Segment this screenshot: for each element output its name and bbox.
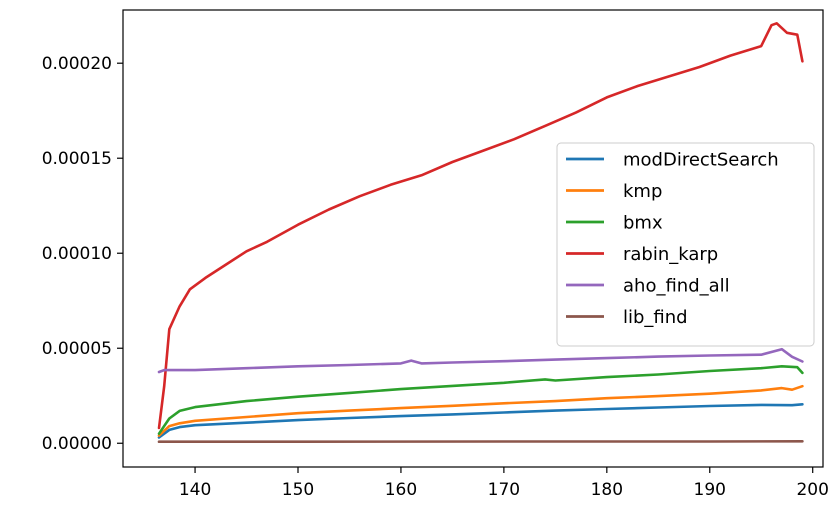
x-axis: 140 150 160 170 180 190 200: [179, 467, 829, 500]
series-line-aho-find-all: [157, 347, 804, 374]
legend-box: [556, 142, 815, 347]
legend-label-bmx: bmx: [623, 213, 663, 234]
y-tick-label: 0.00020: [42, 54, 112, 74]
legend-label-lib-find: lib_find: [623, 307, 688, 328]
series-line-moddirectsearch: [157, 403, 804, 439]
x-tick-label: 170: [488, 480, 520, 500]
x-tick-label: 180: [591, 480, 623, 500]
series-line-kmp: [157, 384, 804, 437]
legend: modDirectSearch kmp bmx rabin_karp aho_find_…: [556, 142, 815, 347]
x-tick-label: 150: [282, 480, 314, 500]
y-tick-label: 0.00010: [42, 244, 112, 264]
y-tick-label: 0.00000: [42, 434, 112, 454]
x-tick-label: 190: [694, 480, 726, 500]
plot-frame: [122, 9, 824, 468]
legend-label-moddirectsearch: modDirectSearch: [623, 150, 779, 171]
y-tick-label: 0.00005: [42, 339, 112, 359]
legend-label-kmp: kmp: [623, 181, 662, 202]
legend-label-rabin-karp: rabin_karp: [623, 244, 718, 265]
y-tick-label: 0.00015: [42, 149, 112, 169]
series-line-rabin-karp: [157, 22, 804, 430]
series-line-bmx: [157, 365, 804, 435]
y-axis: 0.00000 0.00005 0.00010 0.00015 0.00020: [42, 54, 123, 454]
x-tick-label: 160: [385, 480, 417, 500]
x-tick-label: 200: [796, 480, 828, 500]
series-layer: [157, 22, 804, 443]
legend-label-aho-find-all: aho_find_all: [623, 276, 730, 297]
x-tick-label: 140: [179, 480, 211, 500]
